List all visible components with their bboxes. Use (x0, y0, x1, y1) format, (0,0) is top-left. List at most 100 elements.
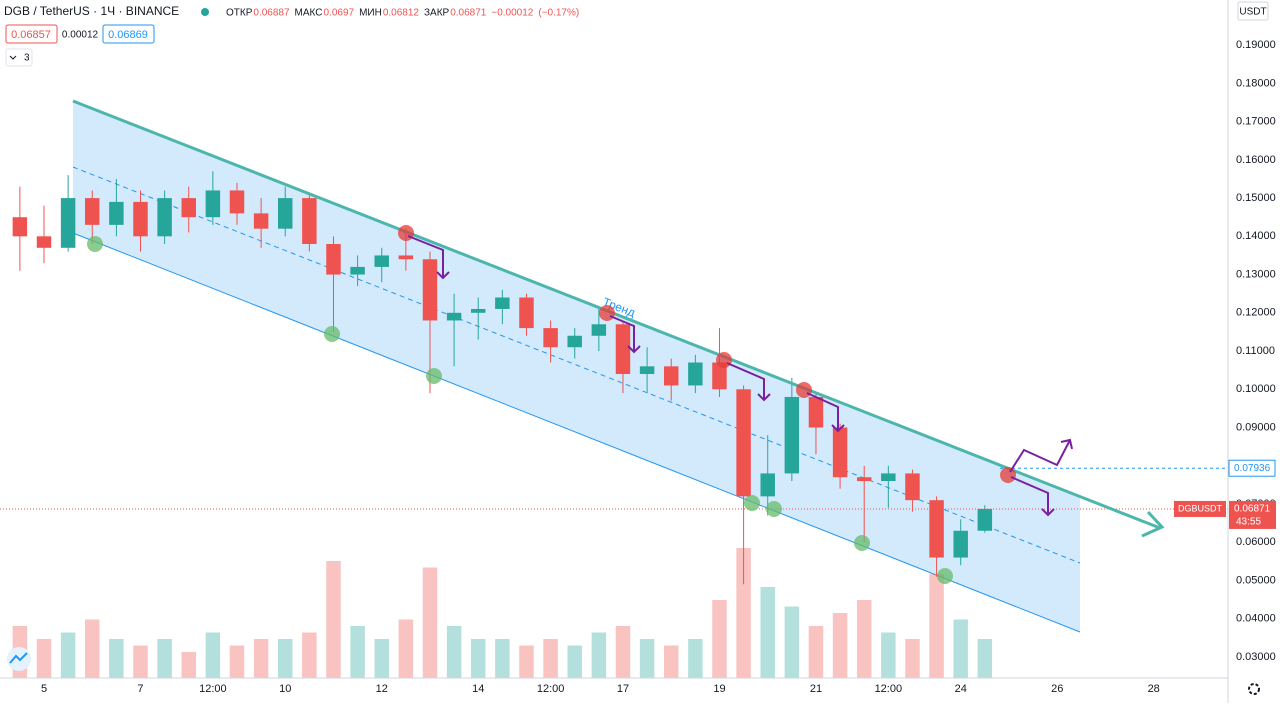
candle-body (157, 198, 172, 237)
candle-body (832, 427, 848, 478)
ohlc-high: 0.0697 (323, 8, 354, 19)
support-touches (87, 236, 953, 584)
volume-bar (253, 639, 269, 678)
y-tick-label: 0.10000 (1236, 383, 1276, 395)
candle-body (712, 362, 727, 390)
y-tick-label: 0.05000 (1236, 574, 1276, 586)
candle-body (253, 213, 269, 229)
symbol-tag (1174, 500, 1226, 517)
x-tick-label: 19 (713, 683, 725, 695)
x-tick-label: 12:00 (875, 683, 903, 695)
candle-body (881, 473, 896, 482)
ohlc-close-label: ЗАКР (424, 8, 450, 19)
candle-body (326, 243, 341, 275)
spread: 0.00012 (62, 30, 99, 41)
logo-mark (9, 652, 28, 664)
volume-bar (350, 626, 365, 678)
x-tick-label: 12 (376, 683, 388, 695)
countdown: 43:55 (1236, 517, 1261, 528)
volume-bar (278, 639, 293, 678)
ohlc-open: 0.06887 (253, 8, 290, 19)
currency-box[interactable] (1237, 1, 1269, 21)
ohlc-change: −0.00012 (491, 8, 533, 19)
y-tick-label: 0.09000 (1236, 421, 1276, 433)
candle-body (929, 500, 944, 558)
y-tick-label: 0.12000 (1236, 307, 1276, 319)
trend-arrow (1141, 510, 1165, 538)
currency: USDT (1239, 7, 1266, 18)
y-tick-label: 0.17000 (1236, 116, 1276, 128)
volume-bar (157, 639, 172, 678)
x-tick-label: 12:00 (199, 683, 227, 695)
candle-body (36, 236, 52, 248)
candle-body (374, 255, 389, 267)
candle-body (229, 190, 245, 214)
candle-body (12, 217, 28, 237)
volume-bar (398, 619, 414, 678)
volume-bar (302, 632, 317, 678)
x-tick-label: 14 (472, 683, 484, 695)
candle-body (953, 530, 968, 558)
volume-bar (784, 606, 800, 678)
price-tag (1229, 500, 1276, 529)
status-dot (201, 8, 209, 16)
channel-mid (72, 166, 1081, 564)
x-tick-label: 12:00 (537, 683, 565, 695)
volume-bar (615, 626, 631, 678)
volume-bar (712, 600, 727, 678)
volume-bar (760, 587, 775, 678)
indicators-toggle[interactable] (5, 48, 33, 67)
y-tick-label: 0.15000 (1236, 192, 1276, 204)
channel-fill (73, 101, 1080, 632)
volume-bar (856, 600, 872, 678)
candle-body (736, 389, 751, 497)
ohlc-low: 0.06812 (383, 8, 420, 19)
candle-body (977, 508, 993, 531)
candle-body (905, 473, 920, 501)
candle-body (181, 198, 196, 218)
candle-body (663, 366, 679, 386)
ask: 0.06869 (108, 29, 148, 41)
trend-line (72, 99, 1161, 530)
y-tick-label: 0.14000 (1236, 230, 1276, 242)
settings[interactable] (1248, 683, 1260, 695)
x-tick-label: 17 (617, 683, 629, 695)
bid-box[interactable] (5, 24, 58, 44)
ohlc-change-pct: (−0.17%) (538, 8, 579, 19)
volume-bar (519, 645, 534, 678)
volume-bar (688, 639, 703, 678)
volume-bar (229, 645, 245, 678)
volume-bar (543, 639, 558, 678)
candle-body (688, 362, 703, 386)
x-tick-label: 26 (1051, 683, 1063, 695)
volume-bar (422, 567, 438, 678)
y-tick-label: 0.13000 (1236, 268, 1276, 280)
ohlc-close: 0.06871 (450, 8, 487, 19)
candle-body (205, 190, 221, 218)
y-tick-label: 0.03000 (1236, 651, 1276, 663)
candle-body (470, 308, 486, 313)
arrows (407, 235, 1073, 517)
volume-bar (36, 639, 52, 678)
volume-bar (181, 652, 196, 678)
ask-box[interactable] (102, 24, 155, 44)
volume-bar (905, 639, 920, 678)
volume-bar (591, 632, 607, 678)
candle-body (422, 259, 438, 321)
level-label: 0.07936 (1234, 463, 1271, 474)
candle-body (109, 201, 124, 225)
volume-bar (832, 613, 848, 678)
volume-bar (85, 619, 100, 678)
candle-body (60, 198, 76, 248)
channel-lower (72, 232, 1081, 633)
x-tick-label: 10 (279, 683, 291, 695)
volume-bar (736, 548, 751, 678)
x-tick-label: 7 (137, 683, 143, 695)
y-tick-label: 0.11000 (1236, 345, 1275, 357)
candle-body (543, 328, 558, 348)
candle-body (495, 297, 510, 309)
price-axis-bg (1228, 0, 1280, 703)
candle-body (808, 396, 824, 428)
volume-bar (808, 626, 824, 678)
